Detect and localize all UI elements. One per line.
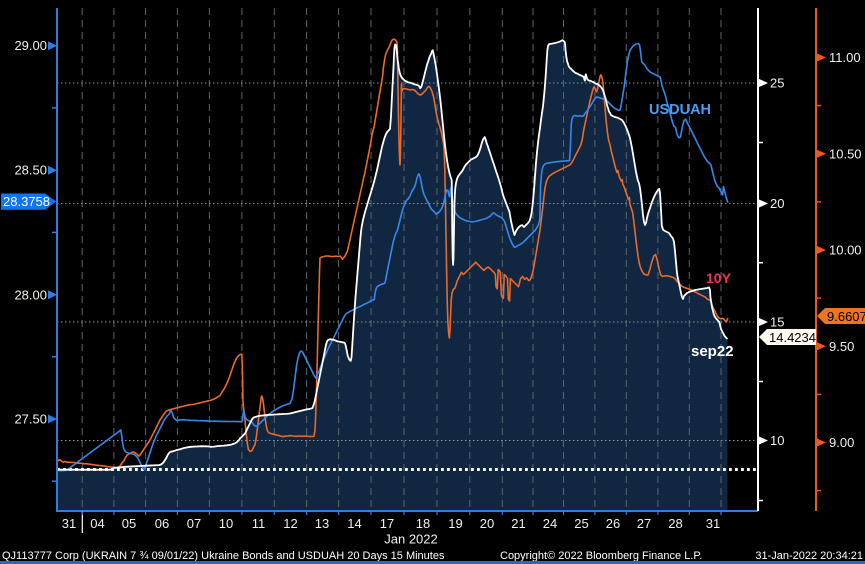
svg-text:10.50: 10.50 (829, 146, 862, 161)
svg-text:10: 10 (219, 516, 233, 531)
svg-text:18: 18 (416, 516, 430, 531)
svg-text:9.00: 9.00 (829, 435, 854, 450)
svg-text:25: 25 (770, 76, 784, 91)
svg-text:26: 26 (606, 516, 620, 531)
svg-text:QJ113777 Corp (UKRAIN 7 ¾ 09/: QJ113777 Corp (UKRAIN 7 ¾ 09/01/22) Ukra… (2, 550, 445, 562)
svg-text:20: 20 (480, 516, 494, 531)
svg-text:06: 06 (155, 516, 169, 531)
svg-text:28.00: 28.00 (14, 287, 47, 302)
svg-text:21: 21 (511, 516, 525, 531)
svg-text:20: 20 (770, 196, 784, 211)
svg-text:25: 25 (574, 516, 588, 531)
svg-text:19: 19 (448, 516, 462, 531)
svg-text:13: 13 (315, 516, 329, 531)
svg-text:Jan 2022: Jan 2022 (384, 532, 438, 547)
svg-text:9.50: 9.50 (829, 339, 854, 354)
svg-text:28: 28 (668, 516, 682, 531)
svg-text:27.50: 27.50 (14, 412, 47, 427)
svg-text:USDUAH: USDUAH (649, 102, 711, 118)
svg-text:14: 14 (347, 516, 361, 531)
svg-text:15: 15 (770, 315, 784, 330)
svg-text:17: 17 (380, 516, 394, 531)
svg-text:28.50: 28.50 (14, 163, 47, 178)
svg-text:27: 27 (637, 516, 651, 531)
svg-text:24: 24 (543, 516, 557, 531)
svg-text:31: 31 (62, 516, 76, 531)
svg-text:sep22: sep22 (691, 343, 734, 360)
svg-text:29.00: 29.00 (14, 38, 47, 53)
svg-text:04: 04 (90, 516, 104, 531)
svg-text:Copyright© 2022 Bloomberg Fina: Copyright© 2022 Bloomberg Finance L.P. (500, 550, 702, 562)
svg-text:05: 05 (122, 516, 136, 531)
svg-text:9.6607: 9.6607 (827, 309, 865, 324)
svg-text:31-Jan-2022 20:34:21: 31-Jan-2022 20:34:21 (755, 550, 863, 562)
svg-text:12: 12 (283, 516, 297, 531)
svg-text:31: 31 (706, 516, 720, 531)
svg-text:28.3758: 28.3758 (3, 194, 50, 209)
svg-text:10.00: 10.00 (829, 243, 862, 258)
svg-text:10: 10 (770, 433, 784, 448)
svg-text:14.4234: 14.4234 (769, 330, 816, 345)
svg-text:11.00: 11.00 (829, 50, 861, 65)
svg-text:07: 07 (187, 516, 201, 531)
svg-text:11: 11 (252, 516, 266, 531)
svg-text:10Y: 10Y (706, 270, 732, 286)
